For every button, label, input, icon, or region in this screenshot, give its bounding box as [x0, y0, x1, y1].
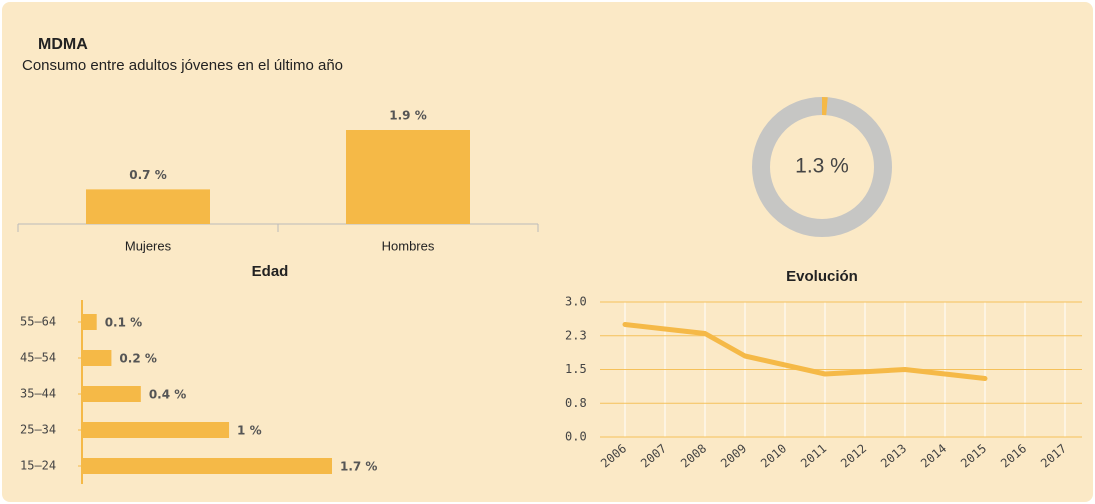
value-label: 1.7 %	[340, 460, 377, 474]
bar	[346, 130, 470, 224]
y-tick-label: 35–44	[20, 387, 56, 401]
bar	[82, 458, 332, 474]
bar	[86, 189, 210, 224]
y-tick-label: 3.0	[565, 295, 587, 309]
subtitle: Consumo entre adultos jóvenes en el últi…	[22, 57, 343, 74]
y-tick-label: 0.8	[565, 396, 587, 410]
bar	[82, 422, 230, 438]
donut-label: 1.3 %	[795, 155, 849, 178]
y-tick-label: 25–34	[20, 423, 56, 437]
y-tick-label: 55–64	[20, 315, 56, 329]
line	[622, 322, 988, 381]
value-label: 1 %	[237, 424, 262, 438]
y-tick-label: 2.3	[565, 328, 587, 342]
x-tick-label: Mujeres	[125, 238, 172, 253]
bar	[82, 350, 112, 366]
chart-title: Edad	[252, 263, 289, 280]
title: MDMA	[38, 36, 88, 53]
x-tick-label: Hombres	[382, 238, 435, 253]
value-label: 0.2 %	[119, 352, 156, 366]
y-tick-label: 1.5	[565, 362, 587, 376]
value-label: 0.1 %	[105, 316, 142, 330]
value-label: 0.4 %	[149, 388, 186, 402]
bar	[82, 386, 141, 402]
value-label: 1.9 %	[389, 109, 426, 123]
bar	[82, 314, 97, 330]
chart-title: Evolución	[786, 268, 858, 285]
y-tick-label: 0.0	[565, 430, 587, 444]
y-tick-label: 45–54	[20, 351, 56, 365]
y-tick-label: 15–24	[20, 459, 56, 473]
value-label: 0.7 %	[129, 168, 166, 182]
